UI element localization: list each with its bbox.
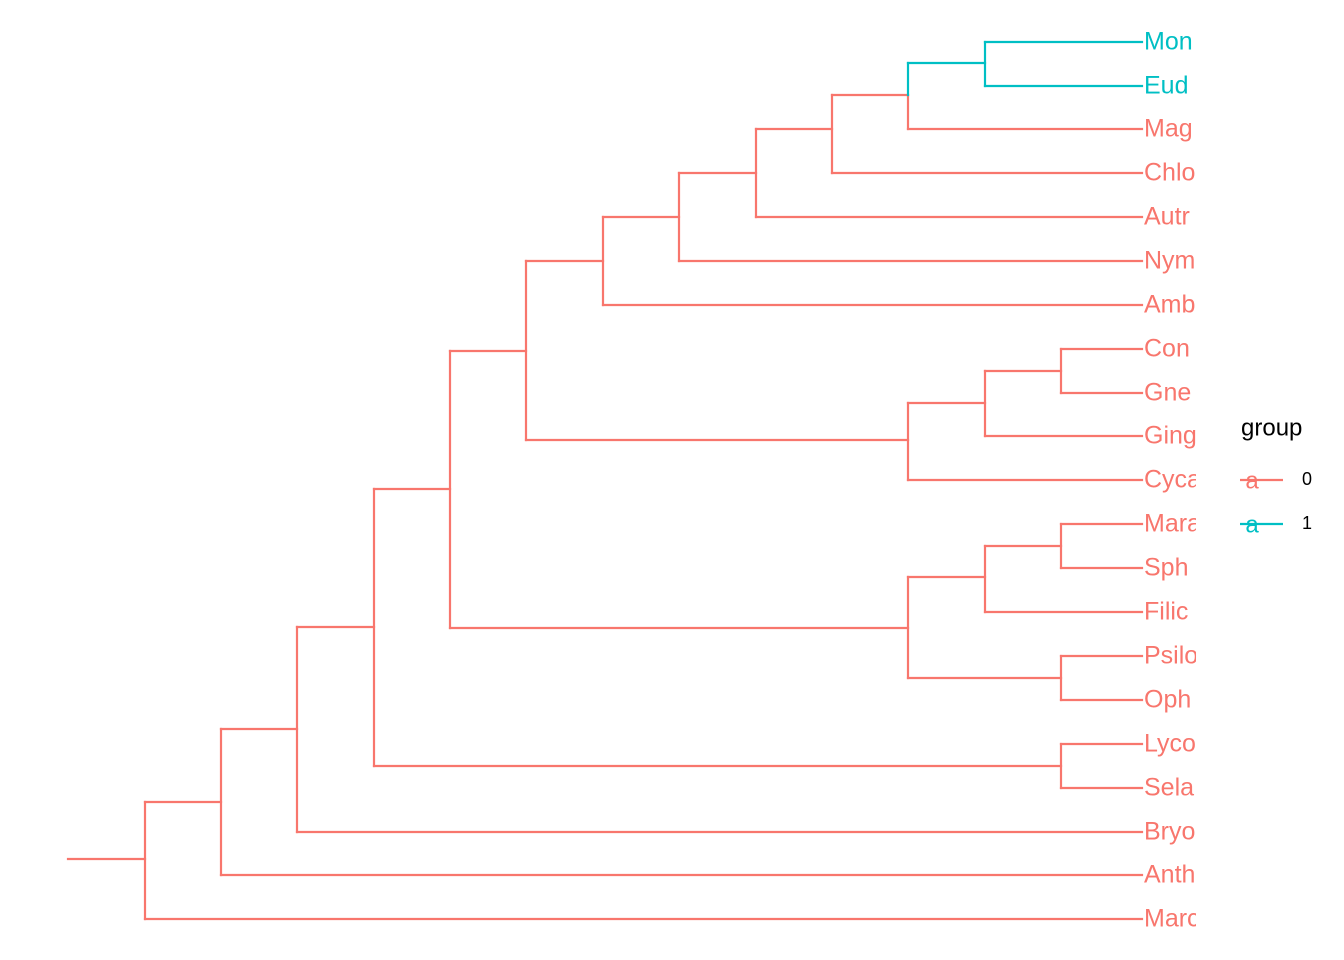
tip-label: Sph xyxy=(1144,554,1188,582)
legend: a 0 a 1 xyxy=(1240,467,1312,538)
tip-label: Autr xyxy=(1144,203,1190,231)
tip-label: Mara xyxy=(1144,510,1201,538)
legend-label: 1 xyxy=(1302,513,1312,533)
tip-label: Anth xyxy=(1144,861,1195,889)
edges xyxy=(66,40,1144,921)
tip-label: Oph xyxy=(1144,686,1191,714)
tip-label: Mag xyxy=(1144,115,1193,143)
tip-label: Ging xyxy=(1144,422,1197,450)
tip-label: Bryo xyxy=(1144,818,1195,846)
tip-label: Sela xyxy=(1144,774,1194,802)
tip-label: Con xyxy=(1144,335,1190,363)
tip-labels: Mon Eud Mag Chlo Autr Nym Amb Con Gne Ging Cyca Mar… xyxy=(1144,28,1201,933)
tip-label: Cyca xyxy=(1144,466,1201,494)
tip-label: Marc xyxy=(1144,905,1200,933)
legend-title: group xyxy=(1241,414,1302,441)
tip-label: Gne xyxy=(1144,379,1191,407)
legend-key-glyph: a xyxy=(1245,511,1259,538)
tip-label: Psilo xyxy=(1144,642,1198,670)
tip-label: Filic xyxy=(1144,598,1188,626)
tip-label: Nym xyxy=(1144,247,1195,275)
legend-label: 0 xyxy=(1302,469,1312,489)
tip-label: Chlo xyxy=(1144,159,1195,187)
tip-label: Lyco xyxy=(1144,730,1196,758)
tip-label: Amb xyxy=(1144,291,1195,319)
legend-key-glyph: a xyxy=(1245,467,1259,494)
tip-label: Eud xyxy=(1144,72,1188,100)
tip-label: Mon xyxy=(1144,28,1193,56)
